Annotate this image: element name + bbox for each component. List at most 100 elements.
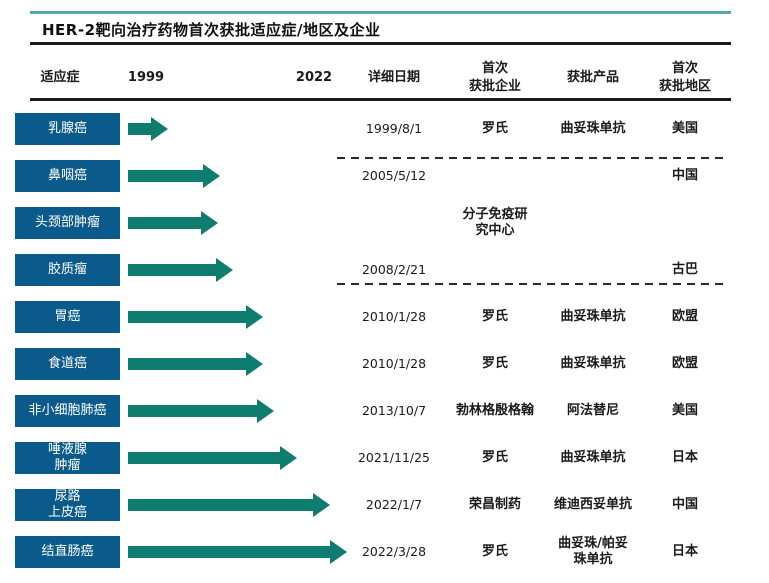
timeline-arrow [128,211,218,235]
arrow-body [128,264,217,276]
cell-company: 罗氏 [481,120,508,136]
cell-company: 勃林格殷格翰 [455,402,534,418]
indication-box: 食道癌 [15,348,120,380]
arrow-head-icon [280,446,297,470]
timeline-end-label: 2022 [295,70,333,86]
timeline-start-label: 1999 [127,70,165,86]
cell-product: 曲妥珠/帕妥 珠单抗 [558,535,628,567]
col-header-product: 获批产品 [566,70,619,86]
arrow-body [128,311,247,323]
cell-region: 中国 [671,167,698,183]
timeline-arrow [128,399,274,423]
header-divider-rule [30,98,731,101]
table-row: 胶质瘤 2008/2/21 古巴 [0,254,769,286]
indication-label: 鼻咽癌 [47,168,87,184]
timeline-arrow [128,258,233,282]
arrow-head-icon [257,399,274,423]
cell-date: 2013/10/7 [361,403,427,419]
col-header-date: 详细日期 [367,70,420,86]
indication-label: 非小细胞肺癌 [28,403,107,419]
timeline-arrow [128,352,263,376]
cell-region: 欧盟 [671,355,698,371]
cell-product: 维迪西妥单抗 [553,496,632,512]
top-accent-rule [30,11,731,14]
arrow-head-icon [246,305,263,329]
col-header-region: 首次 获批地区 [658,61,711,94]
indication-box: 唾液腺 肿瘤 [15,442,120,474]
group-dashed-divider-bottom [337,283,723,285]
indication-box: 结直肠癌 [15,536,120,568]
cell-date: 2005/5/12 [361,168,427,184]
cell-product: 曲妥珠单抗 [560,449,626,465]
indication-box: 头颈部肿瘤 [15,207,120,239]
timeline-arrow [128,540,347,564]
column-header-row: 适应症 1999 2022 详细日期 首次 获批企业 获批产品 首次 获批地区 [0,57,769,99]
arrow-head-icon [201,211,218,235]
cell-date: 2010/1/28 [361,309,427,325]
arrow-head-icon [216,258,233,282]
arrow-body [128,217,202,229]
indication-box: 胶质瘤 [15,254,120,286]
cell-region: 美国 [671,402,698,418]
indication-box: 非小细胞肺癌 [15,395,120,427]
table-row: 乳腺癌 1999/8/1 罗氏 曲妥珠单抗 美国 [0,113,769,145]
indication-label: 头颈部肿瘤 [34,215,100,231]
indication-label: 胶质瘤 [47,262,87,278]
timeline-arrow [128,117,168,141]
table-row: 胃癌 2010/1/28 罗氏 曲妥珠单抗 欧盟 [0,301,769,333]
table-row: 非小细胞肺癌 2013/10/7 勃林格殷格翰 阿法替尼 美国 [0,395,769,427]
timeline-arrow [128,164,220,188]
table-row: 结直肠癌 2022/3/28 罗氏 曲妥珠/帕妥 珠单抗 日本 [0,536,769,568]
table-row: 尿路 上皮癌 2022/1/7 荣昌制药 维迪西妥单抗 中国 [0,489,769,521]
cell-company: 荣昌制药 [468,496,521,512]
cell-region: 美国 [671,120,698,136]
indication-box: 尿路 上皮癌 [15,489,120,521]
col-header-company: 首次 获批企业 [468,61,521,94]
cell-region [632,201,738,245]
arrow-head-icon [330,540,347,564]
arrow-body [128,452,281,464]
cell-region: 日本 [671,543,698,559]
cell-company: 罗氏 [481,543,508,559]
group-dashed-divider-top [337,157,723,159]
col-header-indication: 适应症 [40,70,80,86]
arrow-body [128,546,331,558]
indication-label: 尿路 上皮癌 [47,489,87,520]
timeline-arrow [128,446,297,470]
arrow-body [128,123,152,135]
title-divider-rule [30,42,731,45]
table-row: 食道癌 2010/1/28 罗氏 曲妥珠单抗 欧盟 [0,348,769,380]
cell-company: 罗氏 [481,355,508,371]
table-row: 头颈部肿瘤 分子免疫研 究中心 [0,207,769,239]
cell-region: 日本 [671,449,698,465]
cell-date: 1999/8/1 [365,121,423,137]
arrow-body [128,170,204,182]
cell-date: 2022/1/7 [365,497,423,513]
indication-box: 鼻咽癌 [15,160,120,192]
cell-region: 欧盟 [671,308,698,324]
cell-company-merged: 分子免疫研 究中心 [462,206,528,238]
arrow-head-icon [313,493,330,517]
arrow-head-icon [151,117,168,141]
cell-company: 罗氏 [481,449,508,465]
cell-region: 中国 [671,496,698,512]
timeline-arrow [128,305,263,329]
arrow-body [128,358,247,370]
arrow-body [128,499,314,511]
table-row: 唾液腺 肿瘤 2021/11/25 罗氏 曲妥珠单抗 日本 [0,442,769,474]
indication-label: 乳腺癌 [47,121,87,137]
indication-box: 胃癌 [15,301,120,333]
indication-label: 胃癌 [54,309,81,325]
table-row: 鼻咽癌 2005/5/12 中国 [0,160,769,192]
cell-product: 阿法替尼 [566,402,619,418]
cell-date: 2008/2/21 [361,262,427,278]
indication-label: 唾液腺 肿瘤 [47,442,87,473]
figure-title: HER-2靶向治疗药物首次获批适应症/地区及企业 [42,21,381,39]
cell-date: 2022/3/28 [361,544,427,560]
indication-label: 结直肠癌 [41,544,94,560]
indication-label: 食道癌 [47,356,87,372]
cell-product: 曲妥珠单抗 [560,120,626,136]
cell-product: 曲妥珠单抗 [560,308,626,324]
cell-date: 2010/1/28 [361,356,427,372]
